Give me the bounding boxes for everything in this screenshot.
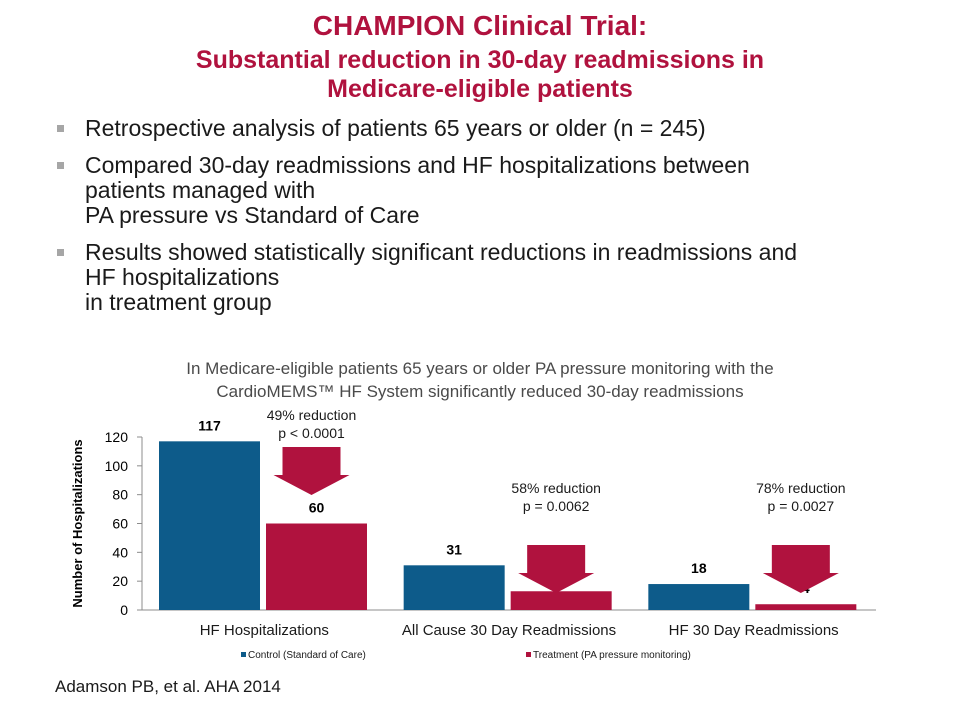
bullet-list: Retrospective analysis of patients 65 ye…	[55, 116, 935, 327]
annotation-text: 58% reduction	[511, 480, 601, 496]
bar-value-label: 13	[553, 567, 569, 583]
bar-control	[403, 565, 505, 610]
chart-title-line: In Medicare-eligible patients 65 years o…	[186, 359, 773, 378]
slide-subtitle: Substantial reduction in 30-day readmiss…	[0, 46, 960, 104]
legend-label: Treatment (PA pressure monitoring)	[533, 650, 691, 661]
slide-title: CHAMPION Clinical Trial:	[312, 10, 648, 41]
chart-title-line: CardioMEMS™ HF System significantly redu…	[216, 382, 743, 401]
bar-value-label: 117	[198, 417, 221, 433]
bullet-line: patients managed with	[85, 177, 316, 203]
subtitle-line-1: Substantial reduction in 30-day readmiss…	[195, 46, 765, 74]
bar-treatment	[266, 523, 367, 610]
y-tick-label: 120	[105, 429, 129, 445]
y-tick-label: 0	[120, 602, 128, 618]
bullet-item: Retrospective analysis of patients 65 ye…	[55, 116, 935, 141]
bar-treatment	[510, 591, 612, 610]
legend-swatch-control	[241, 652, 246, 657]
annotation-text: p < 0.0001	[278, 425, 345, 441]
reduction-arrow-icon	[518, 545, 595, 593]
x-category-label: HF Hospitalizations	[200, 622, 329, 639]
bullet-line: Retrospective analysis of patients 65 ye…	[85, 115, 706, 141]
bullet-line: in treatment group	[85, 289, 272, 315]
bar-value-label: 60	[309, 500, 325, 516]
bullet-item: Results showed statistically significant…	[55, 240, 935, 315]
bar-value-label: 18	[691, 560, 707, 576]
x-category-label: HF 30 Day Readmissions	[669, 622, 839, 639]
bullet-square-icon	[57, 249, 64, 256]
bullet-line: Compared 30-day readmissions and HF hosp…	[85, 152, 750, 178]
reduction-arrow-icon	[273, 447, 350, 495]
bullet-line: Results showed statistically significant…	[85, 239, 798, 265]
reference-citation: Adamson PB, et al. AHA 2014	[55, 677, 281, 696]
y-tick-label: 20	[112, 573, 128, 589]
bullet-line: HF hospitalizations	[85, 264, 280, 290]
legend-label: Control (Standard of Care)	[248, 650, 366, 661]
annotation-text: p = 0.0027	[768, 498, 835, 514]
y-tick-label: 40	[112, 544, 128, 560]
bullet-line: PA pressure vs Standard of Care	[85, 202, 420, 228]
legend-swatch-treatment	[526, 652, 531, 657]
bar-value-label: 4	[802, 580, 810, 596]
bar-value-label: 31	[446, 541, 462, 557]
y-tick-label: 100	[105, 458, 129, 474]
annotation-text: 78% reduction	[756, 480, 846, 496]
y-tick-label: 80	[112, 487, 128, 503]
bullet-item: Compared 30-day readmissions and HF hosp…	[55, 153, 935, 228]
subtitle-line-2: Medicare-eligible patients	[327, 75, 633, 103]
bar-treatment	[755, 604, 857, 610]
bar-control	[648, 584, 750, 610]
annotation-text: p = 0.0062	[523, 498, 590, 514]
reduction-arrow-icon	[762, 545, 839, 593]
bullet-square-icon	[57, 125, 64, 132]
y-axis-label: Number of Hospitalizations	[70, 439, 85, 607]
bullet-square-icon	[57, 162, 64, 169]
bar-control	[159, 441, 260, 610]
x-category-label: All Cause 30 Day Readmissions	[402, 622, 616, 639]
y-tick-label: 60	[112, 516, 128, 532]
annotation-text: 49% reduction	[267, 407, 357, 423]
